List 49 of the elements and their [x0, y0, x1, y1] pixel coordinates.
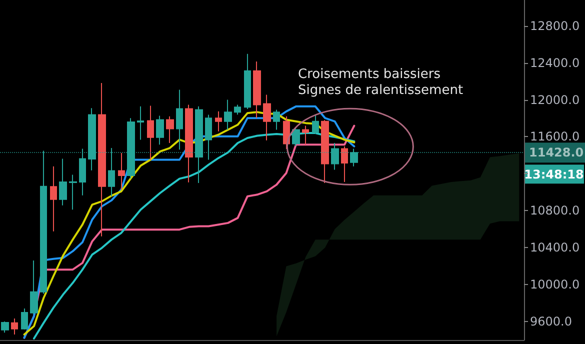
candlestick: [331, 142, 339, 170]
y-tick-label: 11600.0: [530, 130, 580, 144]
candlestick: [11, 318, 18, 335]
candlestick: [224, 99, 232, 130]
candlestick: [215, 110, 222, 132]
candlestick: [263, 94, 271, 141]
candlestick: [283, 116, 290, 150]
candlestick: [350, 148, 358, 167]
candlestick: [118, 152, 125, 190]
candlestick: [59, 158, 67, 206]
candlestick: [137, 106, 144, 140]
candlestick: [40, 150, 47, 294]
candlestick: [147, 105, 154, 160]
candlestick: [321, 120, 329, 184]
candlestick: [312, 114, 319, 134]
candlestick: [185, 104, 193, 183]
candlestick: [98, 82, 106, 237]
candlestick: [156, 115, 164, 146]
candlestick: [127, 118, 135, 179]
y-tick-label: 10400.0: [530, 240, 580, 255]
annotation: Croisements baissiers: [298, 67, 441, 82]
y-tick-label: 9600.0: [530, 314, 572, 329]
candlestick: [88, 108, 96, 171]
ref-line-label: 11428.0: [529, 146, 584, 160]
candlestick: [292, 127, 300, 146]
candlestick: [205, 114, 212, 160]
candlestick: [30, 260, 38, 315]
candlestick: [50, 166, 57, 232]
candlestick: [166, 116, 174, 144]
y-tick-label: 12000.0: [530, 92, 580, 107]
y-tick-label: 10800.0: [530, 204, 580, 218]
candlestick: [195, 106, 203, 184]
text: 13:48:18: [524, 168, 584, 182]
candlestick: [1, 321, 9, 334]
candlestick: [79, 148, 86, 196]
candlestick: [273, 109, 280, 130]
annotation: Signes de ralentissement: [298, 83, 464, 98]
y-tick-label: 12400.0: [530, 56, 580, 70]
candlestick: [244, 53, 251, 110]
candlestick: [302, 125, 309, 146]
y-tick-label: 10000.0: [530, 278, 580, 292]
y-tick-label: 12800.0: [530, 18, 580, 33]
candlestick: [253, 61, 261, 119]
candlestick: [341, 146, 348, 183]
candlestick: [21, 308, 28, 330]
candlestick: [69, 174, 77, 210]
candlestick: [176, 89, 183, 150]
candlestick: [108, 148, 115, 197]
candlestick: [234, 104, 241, 116]
